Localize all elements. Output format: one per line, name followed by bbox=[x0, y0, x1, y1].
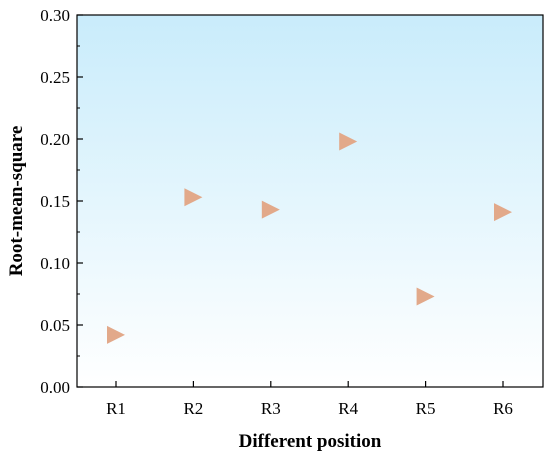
data-point-r1 bbox=[107, 325, 125, 344]
y-tick-label: 0.10 bbox=[40, 254, 70, 273]
x-tick-label: R5 bbox=[416, 399, 436, 418]
x-tick-label: R4 bbox=[338, 399, 358, 418]
x-axis-title: Different position bbox=[239, 431, 382, 452]
data-point-r4 bbox=[339, 132, 358, 151]
x-tick-label: R2 bbox=[183, 399, 203, 418]
data-point-r5 bbox=[416, 287, 435, 306]
x-axis: R1 R2 R3 R4 R5 R6 bbox=[106, 381, 513, 418]
data-points bbox=[107, 132, 512, 344]
data-point-r2 bbox=[184, 188, 203, 207]
plot-area bbox=[77, 15, 543, 387]
y-tick-label: 0.20 bbox=[40, 130, 70, 149]
x-tick-label: R6 bbox=[493, 399, 513, 418]
y-tick-label: 0.30 bbox=[40, 6, 70, 25]
x-tick-label: R1 bbox=[106, 399, 126, 418]
data-point-r6 bbox=[494, 203, 512, 222]
y-axis-title: Root-mean-square bbox=[6, 126, 27, 277]
y-tick-label: 0.00 bbox=[40, 378, 70, 397]
y-tick-label: 0.15 bbox=[40, 192, 70, 211]
y-axis: 0.00 0.05 0.10 0.15 0.20 0.25 0.30 bbox=[40, 6, 83, 397]
x-tick-label: R3 bbox=[261, 399, 281, 418]
y-tick-label: 0.05 bbox=[40, 316, 70, 335]
y-tick-label: 0.25 bbox=[40, 68, 70, 87]
data-point-r3 bbox=[261, 200, 280, 219]
